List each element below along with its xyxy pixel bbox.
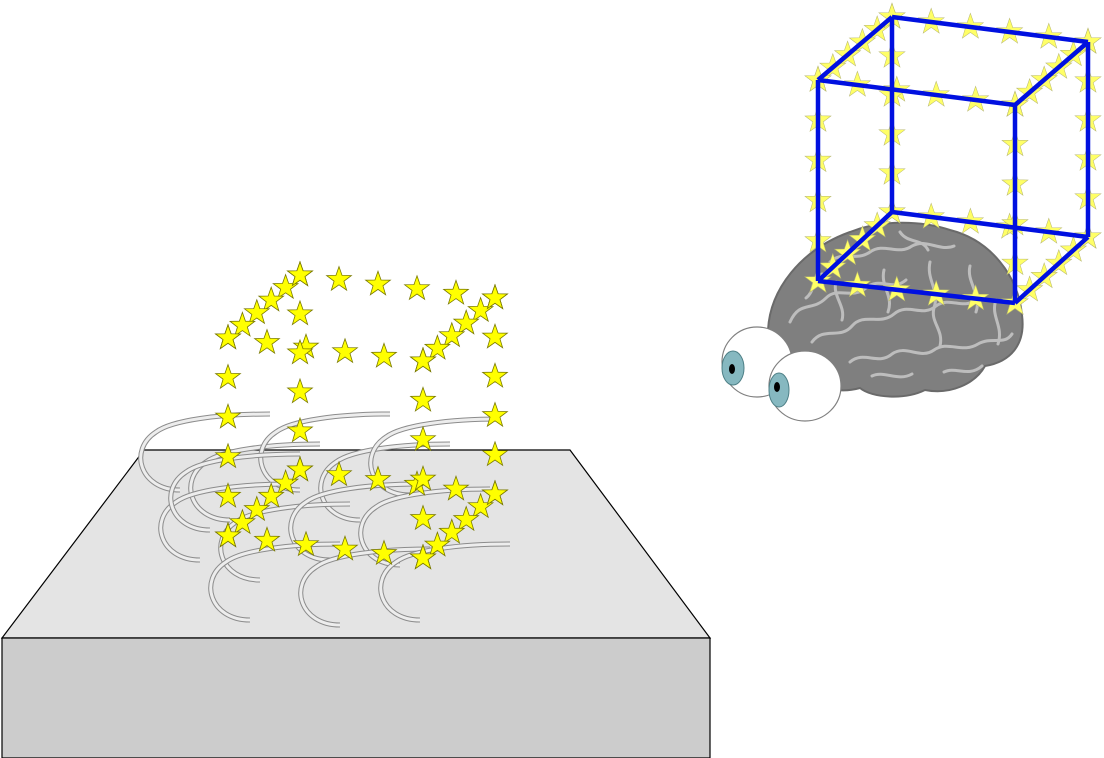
slab-front-face bbox=[1, 637, 711, 758]
wire-edge bbox=[891, 14, 1089, 45]
wire-edge bbox=[817, 278, 1016, 306]
star-icon bbox=[287, 261, 313, 287]
wire-edge bbox=[1013, 40, 1090, 107]
star-icon bbox=[215, 403, 241, 429]
star-icon bbox=[443, 279, 469, 305]
star-icon bbox=[482, 323, 508, 349]
slab-top-face bbox=[0, 449, 712, 639]
wireframe-cube bbox=[815, 14, 1091, 306]
star-icon bbox=[287, 378, 313, 404]
wire-edge bbox=[816, 15, 894, 82]
star-icon bbox=[410, 386, 436, 412]
wire-edge bbox=[817, 77, 1016, 108]
star-icon bbox=[287, 300, 313, 326]
star-icon bbox=[326, 266, 352, 291]
star-icon bbox=[482, 284, 508, 310]
star-icon bbox=[404, 275, 430, 300]
slab bbox=[0, 449, 712, 758]
star-icon bbox=[332, 338, 358, 363]
star-icon bbox=[254, 329, 280, 354]
eye-right-icon bbox=[768, 350, 842, 422]
wire-edge bbox=[891, 209, 1089, 240]
wire-edge bbox=[816, 210, 894, 283]
eyes bbox=[721, 326, 842, 422]
star-icon bbox=[365, 270, 391, 296]
wire-edge bbox=[1013, 235, 1090, 305]
star-icon bbox=[482, 362, 508, 388]
star-icon bbox=[482, 402, 508, 427]
star-icon bbox=[371, 342, 397, 368]
star-icon bbox=[215, 364, 241, 389]
